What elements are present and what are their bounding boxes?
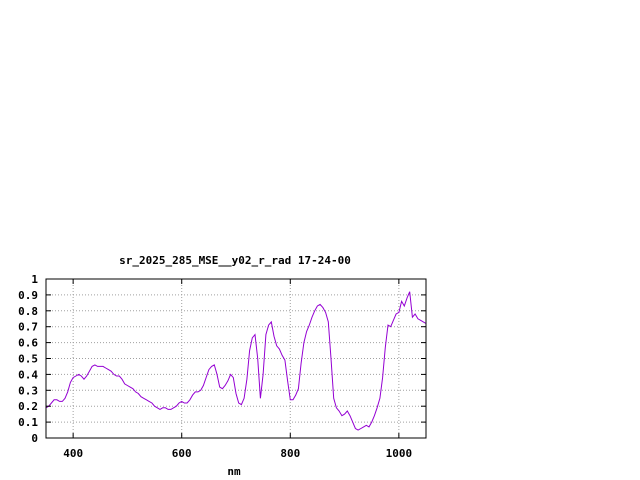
chart-title: sr_2025_285_MSE__y02_r_rad 17-24-00 xyxy=(119,254,351,267)
y-tick-label: 0.5 xyxy=(18,353,38,366)
x-tick-label: 800 xyxy=(280,447,300,460)
grid xyxy=(46,279,426,438)
y-tick-label: 1 xyxy=(31,273,38,286)
y-tick-label: 0.4 xyxy=(18,368,38,381)
axis-ticks: 0 0.1 0.2 0.3 0.4 0.5 0.6 0.7 0.8 0.9 1 400 600 800 10… xyxy=(18,273,426,460)
series-line xyxy=(45,291,427,431)
y-tick-label: 0.9 xyxy=(18,289,38,302)
series-layer xyxy=(45,291,427,431)
x-axis-label: nm xyxy=(227,465,241,478)
y-tick-label: 0.2 xyxy=(18,400,38,413)
x-tick-label: 1000 xyxy=(386,447,413,460)
x-tick-label: 400 xyxy=(63,447,83,460)
y-tick-label: 0 xyxy=(31,432,38,445)
x-tick-label: 600 xyxy=(172,447,192,460)
y-tick-label: 0.1 xyxy=(18,416,38,429)
y-tick-label: 0.8 xyxy=(18,305,38,318)
y-tick-label: 0.3 xyxy=(18,384,38,397)
y-tick-label: 0.6 xyxy=(18,337,38,350)
y-tick-label: 0.7 xyxy=(18,321,38,334)
